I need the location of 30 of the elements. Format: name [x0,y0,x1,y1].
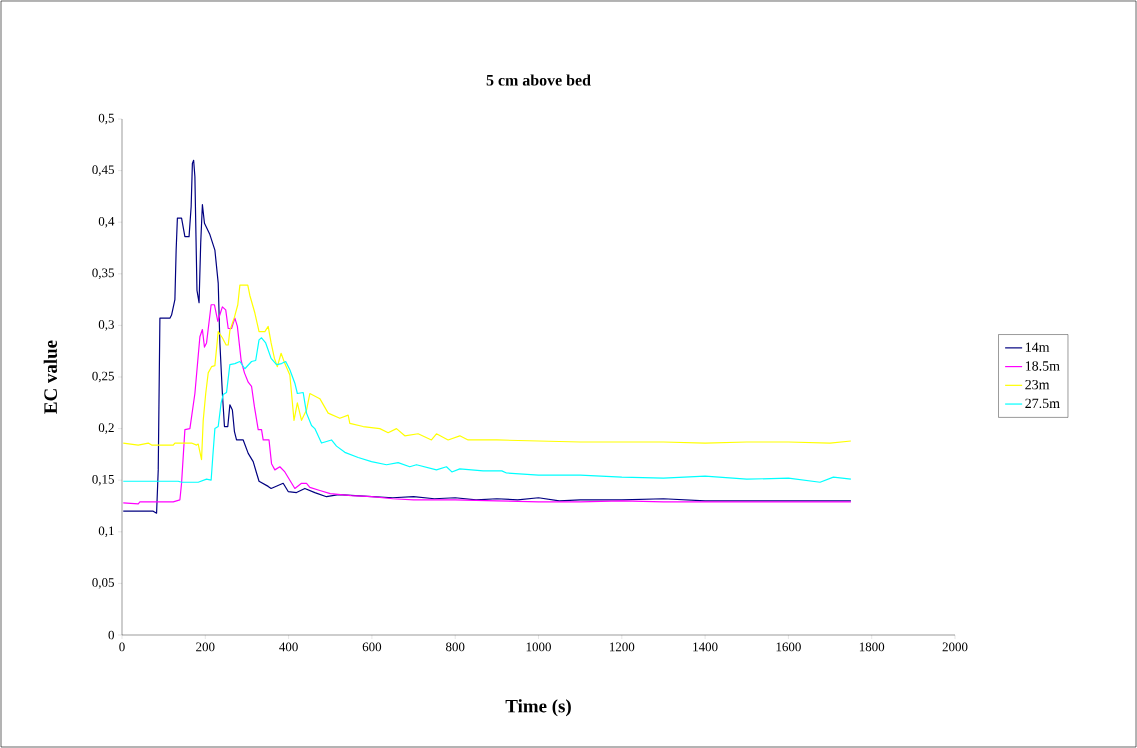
legend-label: 14m [1025,342,1050,352]
x-tick-label: 2000 [942,642,968,652]
x-tick-label: 0 [119,642,125,652]
y-tick-label: 0,35 [92,268,114,280]
x-axis-title: Time (s) [505,699,571,717]
x-tick-label: 400 [279,642,298,652]
x-tick-label: 1600 [776,642,801,652]
x-tick-label: 1200 [610,642,635,652]
y-tick-label: 0,4 [98,216,115,228]
y-tick-label: 0,25 [92,371,114,383]
y-tick-label: 0,05 [92,578,114,589]
y-tick-label: 0,2 [98,423,114,434]
y-tick-label: 0,3 [98,320,114,331]
legend-label: 18.5m [1025,361,1060,371]
legend-label: 27.5m [1025,398,1060,409]
y-tick-label: 0,1 [98,526,114,538]
legend-label: 23m [1025,379,1050,390]
chart-title: 5 cm above bed [486,74,591,86]
x-tick-label: 1800 [859,642,885,652]
x-tick-label: 1000 [526,642,551,652]
x-tick-label: 200 [196,642,215,652]
x-tick-label: 800 [445,642,465,652]
y-tick-label: 0,45 [92,165,114,176]
x-tick-label: 600 [362,642,382,652]
y-tick-label: 0,15 [92,474,114,486]
y-tick-label: 0,5 [98,113,114,125]
y-axis-title: EC value [43,340,58,414]
line-series [122,337,852,483]
x-tick-label: 1400 [693,642,718,652]
y-tick-label: 0 [108,630,114,640]
